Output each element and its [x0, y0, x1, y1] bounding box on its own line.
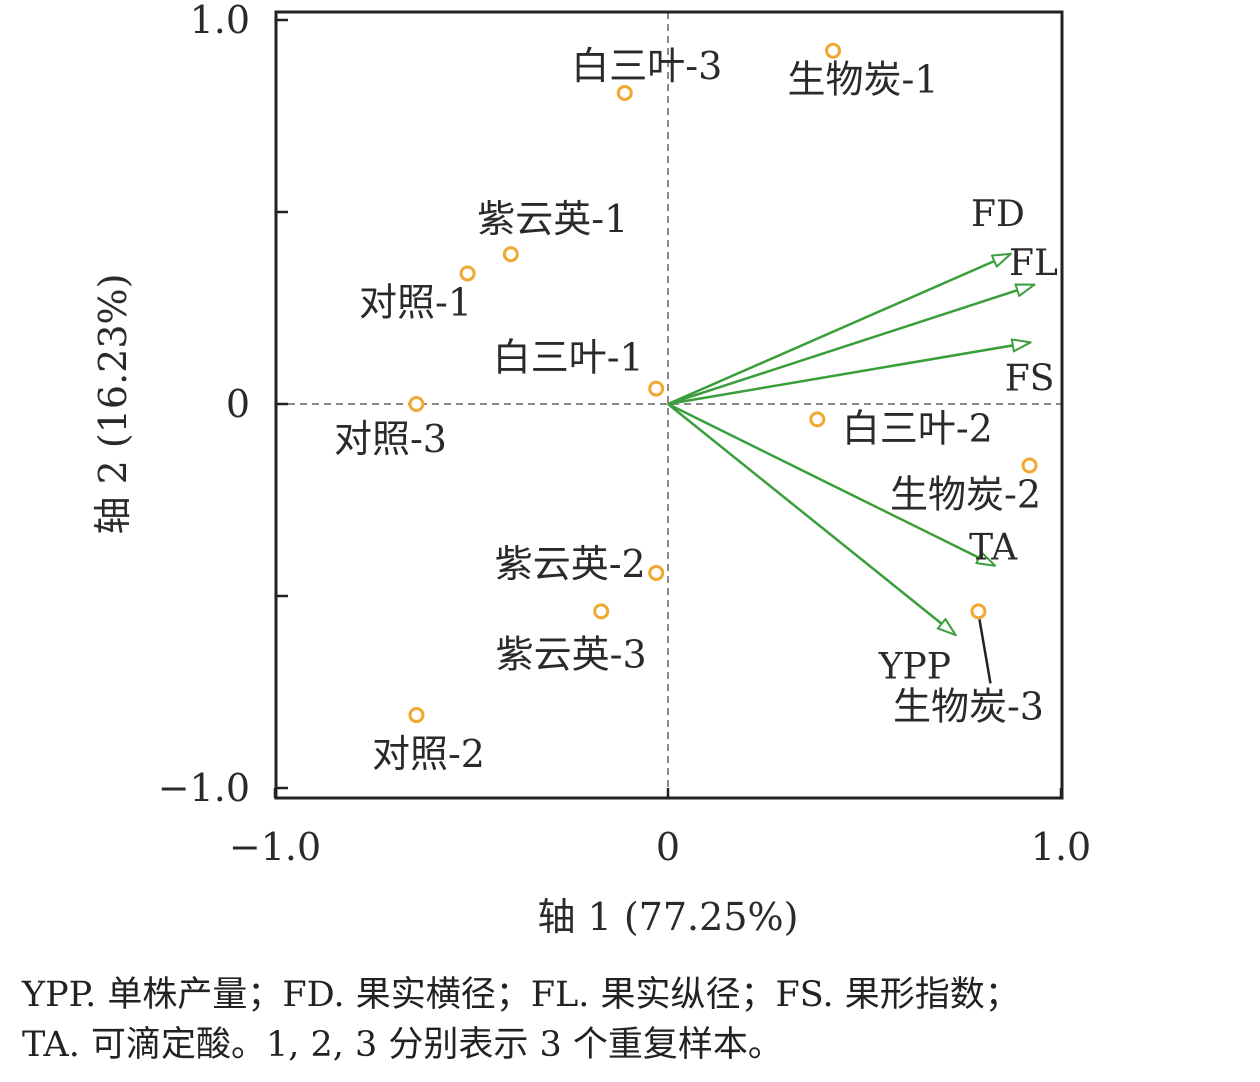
sample-point	[825, 42, 842, 59]
sample-point	[648, 564, 665, 581]
caption-line-1: YPP. 单株产量；FD. 果实横径；FL. 果实纵径；FS. 果形指数；	[22, 975, 1020, 1015]
sample-point	[809, 411, 826, 428]
x-tick-label: 0	[656, 825, 680, 869]
vector-arrow	[667, 285, 1033, 406]
sample-point	[616, 84, 633, 101]
y-tick-label: −1.0	[158, 766, 250, 810]
x-tick-label: −1.0	[229, 825, 321, 869]
sample-label: 白三叶-1	[493, 336, 644, 380]
sample-point	[1021, 457, 1038, 474]
sample-label: 对照-1	[359, 280, 472, 324]
sample-point	[408, 396, 425, 412]
vector-arrow	[667, 402, 994, 565]
sample-point	[593, 603, 610, 620]
pca-biplot: 白三叶-3 生物炭-1 紫云英-1对照-1 白三叶-1 对照-3 白三叶-2 生物炭-2 紫云…	[91, 0, 1091, 939]
figure-caption: YPP. 单株产量；FD. 果实横径；FL. 果实纵径；FS. 果形指数； TA…	[22, 970, 1242, 1070]
label-leader-line	[978, 619, 992, 684]
vector-arrow	[667, 254, 1010, 406]
y-axis-label: 轴 2 (16.23%)	[91, 274, 135, 535]
sample-label: 紫云英-1	[477, 197, 628, 241]
x-axis-label: 轴 1 (77.25%)	[538, 895, 799, 939]
y-tick-label: 0	[226, 382, 250, 426]
sample-point	[408, 707, 425, 724]
sample-label: 生物炭-3	[893, 684, 1044, 728]
sample-label: 生物炭-2	[890, 472, 1041, 516]
vector-arrow	[667, 403, 955, 634]
vector-label: YPP	[878, 646, 951, 687]
sample-point	[970, 603, 987, 620]
sample-label: 白三叶-2	[842, 406, 993, 450]
x-tick-label: 1.0	[1031, 825, 1091, 869]
sample-label: 紫云英-3	[496, 632, 647, 676]
vector-arrow	[667, 343, 1030, 406]
sample-point	[502, 246, 519, 263]
vector-label: FD	[971, 194, 1025, 235]
caption-line-2: TA. 可滴定酸。1, 2, 3 分别表示 3 个重复样本。	[22, 1025, 783, 1065]
vector-label: FL	[1009, 243, 1058, 284]
vector-label: TA	[969, 527, 1018, 568]
y-tick-label: 1.0	[190, 0, 250, 42]
sample-label: 生物炭-1	[788, 58, 939, 102]
sample-label: 对照-3	[334, 417, 447, 461]
sample-label: 紫云英-2	[495, 542, 646, 586]
sample-label: 白三叶-3	[571, 44, 722, 88]
vector-label: FS	[1005, 359, 1055, 400]
sample-label: 对照-2	[372, 732, 485, 776]
sample-point	[459, 265, 476, 282]
sample-point	[648, 380, 665, 397]
